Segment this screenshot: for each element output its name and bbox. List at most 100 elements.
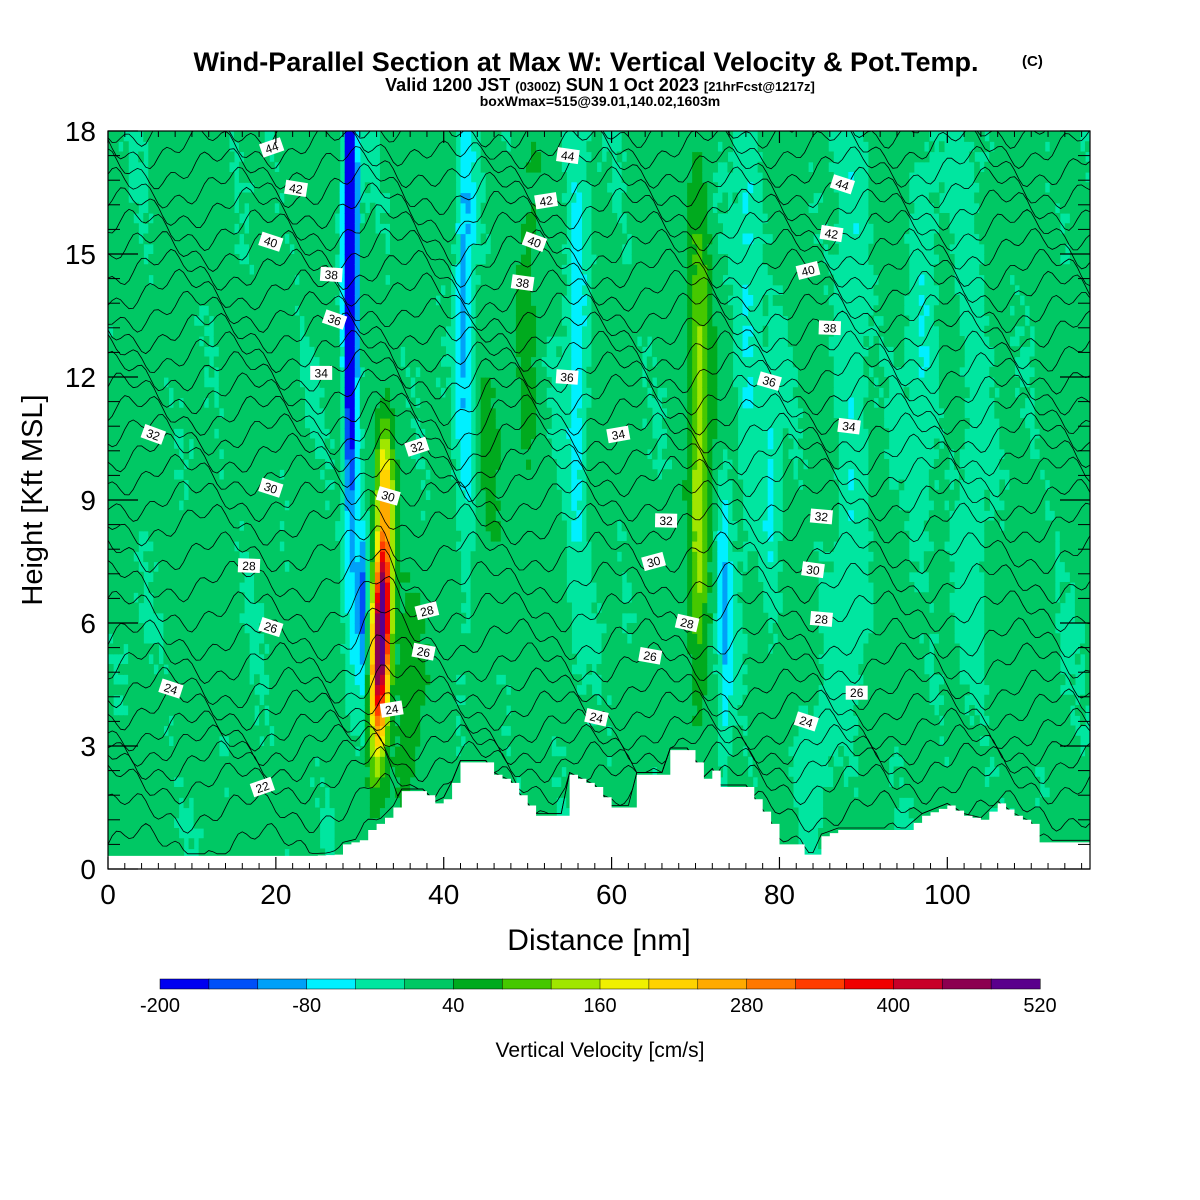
velocity-cell	[359, 592, 366, 604]
velocity-cell	[309, 848, 316, 860]
velocity-cell	[354, 202, 361, 214]
velocity-cell	[329, 141, 336, 153]
velocity-cell	[475, 264, 482, 276]
velocity-cell	[470, 674, 477, 686]
velocity-cell	[168, 725, 175, 737]
velocity-cell	[329, 305, 336, 317]
velocity-cell	[400, 582, 406, 593]
velocity-cell	[289, 653, 295, 665]
velocity-cell	[163, 592, 170, 604]
velocity-cell	[374, 571, 381, 583]
velocity-cell	[238, 479, 245, 491]
velocity-cell	[133, 643, 139, 655]
velocity-cell	[243, 520, 250, 532]
velocity-cell	[364, 346, 371, 358]
velocity-cell	[445, 561, 452, 573]
velocity-cell	[299, 541, 305, 552]
velocity-cell	[228, 284, 235, 296]
velocity-cell	[349, 192, 356, 204]
velocity-cell	[193, 325, 200, 337]
velocity-cell	[430, 202, 436, 214]
velocity-cell	[148, 397, 154, 409]
velocity-cell	[148, 223, 154, 235]
velocity-cell	[304, 664, 311, 675]
velocity-cell	[470, 725, 477, 737]
velocity-cell	[395, 766, 401, 778]
velocity-cell	[223, 161, 230, 173]
velocity-cell	[163, 418, 170, 429]
velocity-cell	[490, 305, 497, 317]
velocity-cell	[113, 254, 119, 265]
velocity-cell	[309, 284, 316, 296]
velocity-cell	[123, 766, 129, 778]
velocity-cell	[440, 623, 447, 634]
velocity-cell	[485, 407, 492, 419]
velocity-cell	[369, 274, 376, 286]
velocity-cell	[344, 448, 351, 460]
velocity-cell	[269, 438, 275, 450]
velocity-cell	[223, 602, 230, 614]
velocity-cell	[289, 448, 295, 460]
velocity-cell	[495, 182, 502, 194]
velocity-cell	[233, 428, 240, 440]
velocity-cell	[143, 469, 149, 481]
velocity-cell	[238, 674, 245, 686]
velocity-cell	[143, 407, 149, 419]
velocity-cell	[299, 776, 305, 788]
velocity-cell	[208, 848, 215, 860]
velocity-cell	[123, 664, 129, 675]
velocity-cell	[379, 500, 386, 511]
velocity-cell	[228, 787, 235, 798]
velocity-cell	[299, 623, 305, 634]
velocity-cell	[450, 633, 457, 645]
velocity-cell	[319, 684, 326, 696]
velocity-cell	[395, 141, 401, 153]
velocity-cell	[415, 633, 421, 645]
velocity-cell	[153, 520, 159, 532]
velocity-cell	[198, 387, 205, 399]
velocity-cell	[324, 551, 331, 563]
velocity-cell	[354, 664, 361, 675]
velocity-cell	[435, 633, 441, 645]
velocity-cell	[193, 243, 200, 255]
velocity-cell	[203, 633, 210, 645]
velocity-cell	[485, 377, 492, 388]
velocity-cell	[153, 202, 159, 214]
velocity-cell	[264, 797, 270, 809]
velocity-cell	[410, 653, 416, 665]
velocity-cell	[379, 735, 386, 747]
velocity-cell	[254, 213, 260, 224]
velocity-cell	[304, 787, 311, 798]
velocity-cell	[334, 735, 341, 747]
velocity-cell	[490, 141, 497, 153]
velocity-cell	[344, 233, 351, 245]
velocity-cell	[133, 684, 139, 696]
velocity-cell	[430, 295, 436, 306]
velocity-cell	[223, 520, 230, 532]
velocity-cell	[314, 510, 321, 522]
velocity-cell	[299, 202, 305, 214]
velocity-cell	[223, 397, 230, 409]
velocity-cell	[354, 787, 361, 798]
velocity-cell	[480, 479, 487, 491]
velocity-cell	[163, 469, 170, 481]
velocity-cell	[213, 828, 220, 839]
velocity-cell	[465, 469, 472, 481]
velocity-cell	[259, 766, 265, 778]
velocity-cell	[238, 161, 245, 173]
velocity-cell	[354, 346, 361, 358]
velocity-cell	[279, 725, 285, 737]
velocity-cell	[264, 746, 270, 757]
velocity-cell	[168, 602, 175, 614]
velocity-cell	[193, 530, 200, 542]
velocity-cell	[294, 264, 300, 276]
velocity-cell	[108, 448, 114, 460]
velocity-cell	[364, 807, 371, 819]
velocity-cell	[203, 295, 210, 306]
velocity-cell	[445, 387, 452, 399]
velocity-cell	[420, 592, 426, 604]
velocity-cell	[218, 766, 225, 778]
velocity-cell	[163, 530, 170, 542]
velocity-cell	[183, 612, 190, 624]
velocity-cell	[354, 284, 361, 296]
